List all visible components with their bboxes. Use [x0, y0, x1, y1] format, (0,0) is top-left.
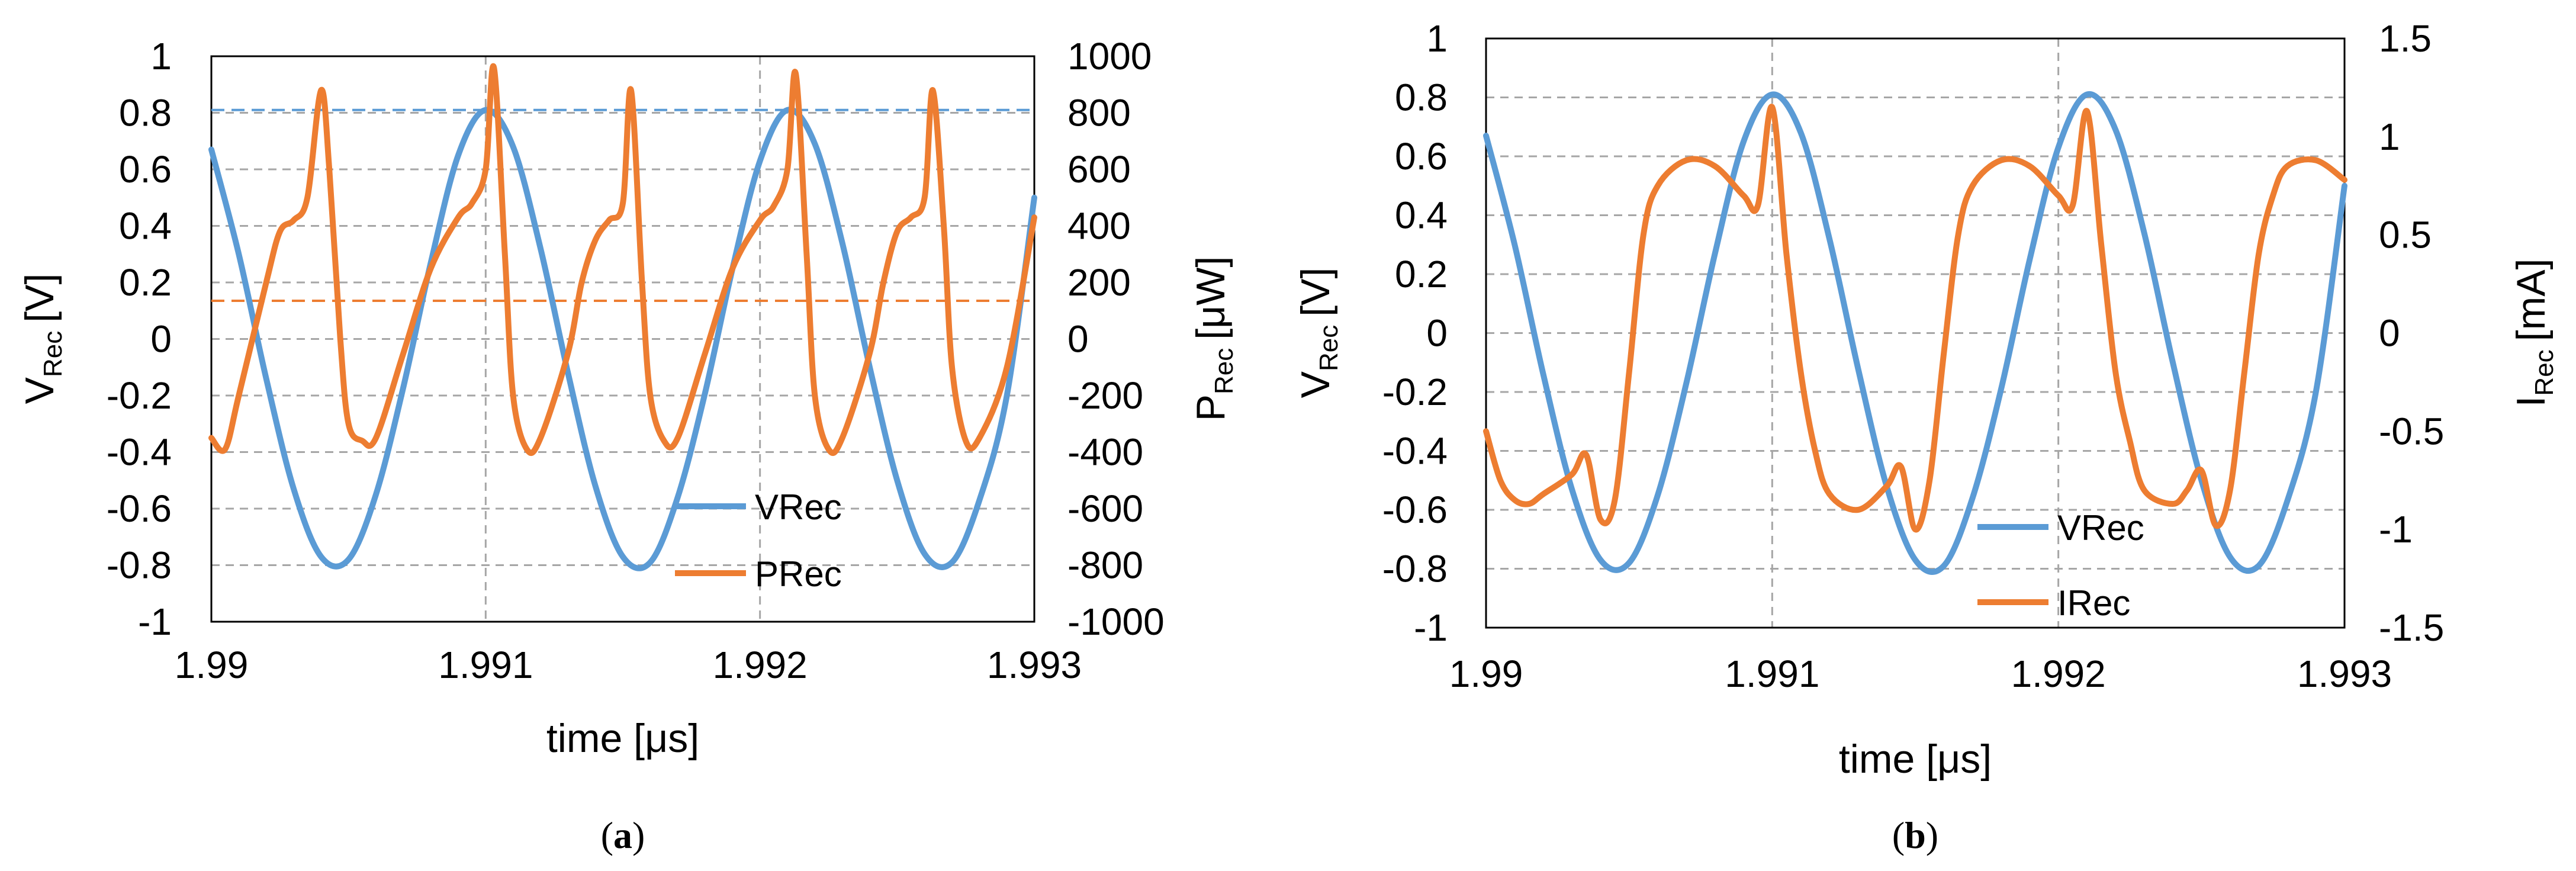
x-tick-labels-a: 1.99 1.991 1.992 1.993 [175, 644, 1082, 686]
plot-area-a [210, 55, 1035, 623]
chart-panel-a: 1 0.8 0.6 0.4 0.2 0 -0.2 -0.4 -0.6 -0.8 -1 1000 800… [17, 35, 1239, 856]
legend-label-prec-a: PRec [755, 554, 842, 594]
left-tick-labels-a: 1 0.8 0.6 0.4 0.2 0 -0.2 -0.4 -0.6 -0.8 -1 [107, 35, 172, 643]
left-tick-labels-b: 1 0.8 0.6 0.4 0.2 0 -0.2 -0.4 -0.6 -0.8 -1 [1382, 17, 1448, 649]
y2-tick-label-b-2: 0.5 [2379, 214, 2432, 256]
y-tick-label-a-8: -0.6 [107, 487, 172, 530]
y-tick-label-b-3: 0.4 [1395, 194, 1448, 237]
series-line-prec-a [208, 63, 1037, 457]
y-tick-label-a-9: -0.8 [107, 544, 172, 587]
y2-tick-label-a-5: 0 [1067, 318, 1089, 361]
x-tick-label-a-0: 1.99 [175, 644, 249, 686]
x-tick-label-b-1: 1.991 [1725, 653, 1819, 695]
series-line-irec-b [1483, 104, 2347, 533]
series-line-vrec-b [1483, 91, 2347, 575]
left-axis-title-a: VRec[V] [17, 274, 67, 404]
caption-a: (a) [601, 814, 645, 856]
right-tick-labels-a: 1000 800 600 400 200 0 -200 -400 -600 -800 -1000 [1067, 35, 1165, 643]
y2-tick-label-b-1: 1 [2379, 115, 2400, 158]
x-tick-label-b-2: 1.992 [2011, 653, 2106, 695]
y2-tick-label-a-0: 1000 [1067, 35, 1152, 78]
y-tick-label-a-3: 0.4 [119, 205, 172, 248]
y2-tick-label-a-8: -600 [1067, 487, 1143, 530]
series-b [1483, 91, 2347, 575]
y-tick-label-b-0: 1 [1426, 17, 1448, 60]
y-tick-label-b-5: 0 [1426, 312, 1448, 355]
x-axis-title-b: time [μs] [1839, 737, 1992, 782]
y-tick-label-a-2: 0.6 [119, 148, 172, 191]
y-tick-label-b-6: -0.2 [1382, 371, 1448, 413]
x-tick-label-a-1: 1.991 [438, 644, 533, 686]
y-tick-label-a-6: -0.2 [107, 374, 172, 417]
y2-tick-label-a-9: -800 [1067, 544, 1143, 587]
y-tick-label-a-0: 1 [150, 35, 172, 78]
reference-lines-a [211, 108, 1034, 303]
series-a [208, 63, 1037, 571]
y2-tick-label-a-7: -400 [1067, 431, 1143, 474]
y-tick-label-b-10: -1 [1414, 606, 1448, 649]
y2-tick-label-b-6: -1.5 [2379, 606, 2444, 649]
x-tick-label-a-2: 1.992 [713, 644, 808, 686]
legend-b: VRec IRec [1977, 508, 2144, 623]
legend-label-vrec-a: VRec [755, 487, 842, 527]
y-tick-label-a-5: 0 [150, 318, 172, 361]
right-axis-title-a: PRec[μW] [1188, 256, 1239, 422]
y2-tick-label-a-1: 800 [1067, 92, 1131, 134]
caption-b: (b) [1892, 814, 1938, 856]
chart-panel-b: 1 0.8 0.6 0.4 0.2 0 -0.2 -0.4 -0.6 -0.8 -1 1.5 1 0.5… [1293, 17, 2559, 856]
y2-tick-label-a-3: 400 [1067, 205, 1131, 248]
x-axis-title-a: time [μs] [546, 716, 699, 761]
legend-label-vrec-b: VRec [2057, 508, 2144, 548]
y-tick-label-b-1: 0.8 [1395, 76, 1448, 119]
x-tick-labels-b: 1.99 1.991 1.992 1.993 [1449, 653, 2392, 695]
gridlines-b [1486, 38, 2345, 628]
plot-area-b [1485, 37, 2346, 629]
y2-tick-label-b-5: -1 [2379, 508, 2413, 551]
gridlines-a [211, 56, 1034, 622]
y-tick-label-b-4: 0.2 [1395, 253, 1448, 295]
x-tick-label-b-3: 1.993 [2297, 653, 2392, 695]
y2-tick-label-a-10: -1000 [1067, 600, 1165, 643]
y-tick-label-a-7: -0.4 [107, 431, 172, 474]
y-tick-label-a-10: -1 [138, 600, 172, 643]
legend-label-irec-b: IRec [2057, 583, 2130, 623]
y-tick-label-b-8: -0.6 [1382, 488, 1448, 531]
y-tick-label-b-2: 0.6 [1395, 135, 1448, 178]
y2-tick-label-a-4: 200 [1067, 261, 1131, 304]
right-axis-title-b: IRec[mA] [2509, 259, 2559, 407]
y-tick-label-b-9: -0.8 [1382, 548, 1448, 590]
y-tick-label-a-1: 0.8 [119, 92, 172, 134]
x-tick-label-b-0: 1.99 [1449, 653, 1523, 695]
y2-tick-label-a-2: 600 [1067, 148, 1131, 191]
legend-a: VRec PRec [675, 487, 842, 594]
y-tick-label-b-7: -0.4 [1382, 430, 1448, 473]
left-axis-title-b: VRec[V] [1293, 268, 1343, 398]
series-line-vrec-a [208, 107, 1037, 571]
y-tick-label-a-4: 0.2 [119, 261, 172, 304]
y2-tick-label-b-4: -0.5 [2379, 410, 2444, 452]
y2-tick-label-b-0: 1.5 [2379, 17, 2432, 60]
y2-tick-label-a-6: -200 [1067, 374, 1143, 417]
right-tick-labels-b: 1.5 1 0.5 0 -0.5 -1 -1.5 [2379, 17, 2444, 649]
y2-tick-label-b-3: 0 [2379, 312, 2400, 355]
x-tick-label-a-3: 1.993 [987, 644, 1082, 686]
